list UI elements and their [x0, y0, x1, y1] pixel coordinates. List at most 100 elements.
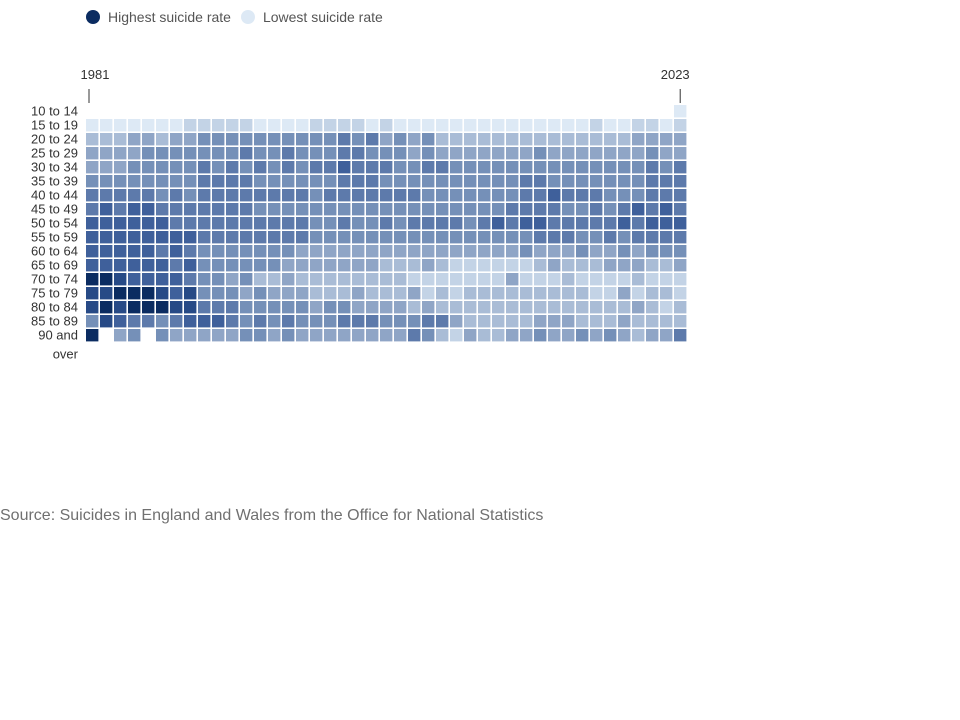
heatmap-cell — [464, 315, 477, 328]
heatmap-cell — [100, 175, 113, 188]
heatmap-cell — [156, 259, 169, 272]
heatmap-cell — [310, 133, 323, 146]
heatmap-cell — [170, 133, 183, 146]
heatmap-cell — [408, 203, 421, 216]
heatmap-cell — [590, 259, 603, 272]
heatmap-cell — [408, 231, 421, 244]
heatmap-cell — [408, 189, 421, 202]
heatmap-cell — [674, 119, 687, 132]
heatmap-cell — [674, 329, 687, 342]
heatmap-cell — [324, 161, 337, 174]
heatmap-cell — [100, 259, 113, 272]
heatmap-cell — [198, 133, 211, 146]
x-tick-end: 2023 — [661, 67, 690, 82]
heatmap-cell — [464, 231, 477, 244]
heatmap-cell — [436, 287, 449, 300]
heatmap-cell — [660, 315, 673, 328]
heatmap-cell — [674, 245, 687, 258]
heatmap-cell — [548, 147, 561, 160]
heatmap-cell — [170, 161, 183, 174]
heatmap-cell — [366, 189, 379, 202]
heatmap-cell — [604, 287, 617, 300]
heatmap-cell — [254, 273, 267, 286]
heatmap-cell — [548, 259, 561, 272]
heatmap-cell — [352, 287, 365, 300]
heatmap-cell — [198, 231, 211, 244]
row-label: 55 to 59 — [31, 230, 78, 245]
heatmap-cell — [170, 189, 183, 202]
heatmap-cell — [352, 119, 365, 132]
heatmap-cell — [212, 287, 225, 300]
heatmap-cell — [114, 133, 127, 146]
heatmap-cell — [268, 231, 281, 244]
heatmap-cell — [646, 287, 659, 300]
heatmap-cell — [226, 259, 239, 272]
heatmap-cell — [310, 329, 323, 342]
heatmap-cell — [310, 231, 323, 244]
heatmap-cell — [478, 119, 491, 132]
heatmap-cell — [422, 203, 435, 216]
heatmap-cell — [394, 189, 407, 202]
heatmap-cell — [450, 245, 463, 258]
heatmap-cell — [660, 231, 673, 244]
heatmap-cell — [534, 231, 547, 244]
heatmap-cell — [212, 259, 225, 272]
heatmap-cell — [240, 259, 253, 272]
heatmap-cell — [114, 329, 127, 342]
heatmap-cell — [254, 119, 267, 132]
heatmap-cell — [590, 147, 603, 160]
heatmap-cell — [618, 203, 631, 216]
heatmap-cell — [366, 315, 379, 328]
heatmap-cell — [478, 189, 491, 202]
heatmap-cell — [100, 217, 113, 230]
heatmap-cell — [366, 217, 379, 230]
heatmap-cell — [422, 315, 435, 328]
heatmap-cell — [324, 217, 337, 230]
heatmap-cell — [338, 259, 351, 272]
heatmap-cell — [618, 231, 631, 244]
heatmap-cell — [576, 189, 589, 202]
heatmap-cell — [282, 203, 295, 216]
heatmap-cell — [156, 273, 169, 286]
heatmap-cell — [492, 147, 505, 160]
heatmap-cell — [632, 119, 645, 132]
heatmap-cell — [660, 175, 673, 188]
heatmap-cell — [618, 147, 631, 160]
heatmap-cell — [226, 189, 239, 202]
heatmap-cell — [282, 217, 295, 230]
heatmap-cell — [86, 245, 99, 258]
heatmap-cell — [296, 329, 309, 342]
heatmap-cell — [226, 119, 239, 132]
heatmap-cell — [240, 161, 253, 174]
heatmap-cell — [128, 147, 141, 160]
heatmap-cell — [422, 259, 435, 272]
heatmap-cell — [492, 301, 505, 314]
heatmap-cell — [562, 329, 575, 342]
heatmap-cell — [408, 273, 421, 286]
heatmap-cell — [324, 273, 337, 286]
heatmap-cell — [506, 273, 519, 286]
heatmap-cell — [646, 161, 659, 174]
heatmap-cell — [674, 231, 687, 244]
heatmap-cell — [240, 245, 253, 258]
heatmap-cell — [548, 189, 561, 202]
heatmap-cell — [198, 315, 211, 328]
heatmap-cell — [618, 189, 631, 202]
heatmap-cell — [520, 175, 533, 188]
heatmap-cell — [604, 329, 617, 342]
heatmap-cell — [604, 133, 617, 146]
heatmap-cell — [296, 203, 309, 216]
heatmap-cell — [100, 273, 113, 286]
heatmap-cell — [212, 133, 225, 146]
heatmap-cell — [534, 161, 547, 174]
heatmap-cell — [212, 245, 225, 258]
heatmap-cell — [534, 189, 547, 202]
heatmap-cell — [366, 231, 379, 244]
heatmap-cell — [464, 301, 477, 314]
heatmap-cell — [492, 231, 505, 244]
heatmap-cell — [506, 147, 519, 160]
heatmap-cell — [240, 287, 253, 300]
row-label: 25 to 29 — [31, 146, 78, 161]
heatmap-cell — [114, 245, 127, 258]
heatmap-cell — [310, 217, 323, 230]
